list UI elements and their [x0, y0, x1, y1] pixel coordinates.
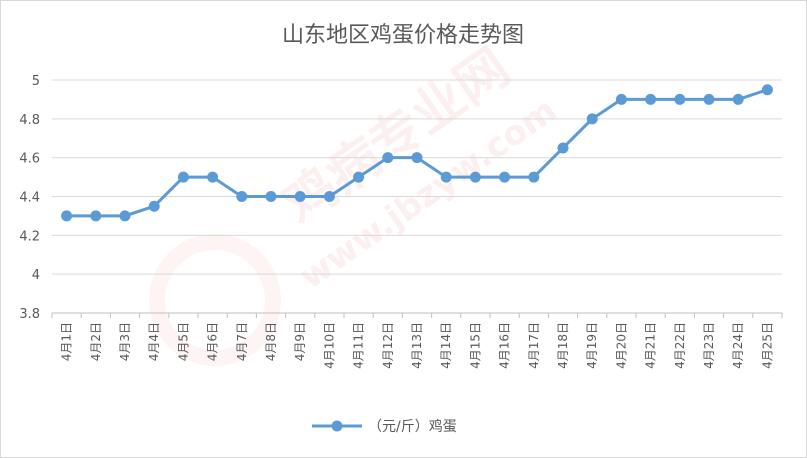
data-point	[499, 171, 511, 183]
x-tick-label: 4月18日	[556, 322, 570, 369]
data-point	[61, 210, 73, 222]
x-tick-label: 4月15日	[468, 322, 482, 369]
data-point	[586, 113, 598, 125]
data-point	[411, 152, 423, 164]
data-point	[148, 200, 160, 212]
data-point	[557, 142, 569, 154]
x-tick-label: 4月25日	[760, 322, 774, 369]
x-axis-ticks: 4月1日 4月2日 4月3日 4月4日 4月5日 4月6日 4月7日 4月8日 4月9日 4月10…	[60, 322, 775, 369]
y-tick-label: 5	[32, 74, 40, 89]
data-point	[119, 210, 131, 222]
data-point	[440, 171, 452, 183]
y-tick-label: 4.6	[19, 152, 40, 167]
x-tick-label: 4月4日	[147, 322, 161, 361]
data-point	[265, 191, 277, 202]
data-point	[703, 93, 715, 105]
x-tick-label: 4月24日	[731, 322, 745, 369]
x-tick-label: 4月11日	[352, 322, 366, 369]
data-point	[323, 191, 335, 202]
data-point	[732, 93, 744, 105]
x-tick-label: 4月20日	[614, 322, 628, 369]
data-point	[528, 171, 540, 183]
x-tick-label: 4月19日	[585, 322, 599, 369]
data-point	[761, 84, 773, 96]
x-tick-label: 4月2日	[89, 322, 103, 361]
x-tick-label: 4月17日	[527, 322, 541, 369]
x-tick-label: 4月12日	[381, 322, 395, 369]
y-axis-ticks: 3.8 4 4.2 4.4 4.6 4.8 5	[19, 74, 40, 322]
x-tick-label: 4月6日	[206, 322, 220, 361]
watermark: 鸡病专业网 www.jbzyw.com	[149, 37, 564, 366]
legend-marker-swatch	[331, 420, 343, 432]
data-point	[645, 93, 657, 105]
data-point	[382, 152, 394, 164]
y-tick-label: 4	[32, 268, 40, 283]
y-tick-label: 3.8	[19, 307, 40, 322]
data-point	[469, 171, 481, 183]
x-tick-label: 4月10日	[322, 322, 336, 369]
y-tick-label: 4.8	[19, 113, 40, 128]
data-point	[177, 171, 189, 183]
gridlines	[52, 79, 782, 275]
x-tick-label: 4月8日	[264, 322, 278, 361]
x-tick-label: 4月22日	[673, 322, 687, 369]
data-point	[90, 210, 102, 222]
x-tick-label: 4月7日	[235, 322, 249, 361]
data-point	[236, 191, 248, 202]
x-axis	[51, 312, 783, 318]
legend-label: （元/斤）鸡蛋	[368, 418, 457, 435]
data-point	[294, 191, 306, 202]
x-tick-label: 4月23日	[702, 322, 716, 369]
chart-title: 山东地区鸡蛋价格走势图	[282, 23, 524, 48]
x-tick-label: 4月21日	[644, 322, 658, 369]
data-point	[615, 93, 627, 105]
x-tick-label: 4月9日	[293, 322, 307, 361]
x-tick-label: 4月13日	[410, 322, 424, 369]
x-tick-label: 4月14日	[439, 322, 453, 369]
x-tick-label: 4月16日	[498, 322, 512, 369]
data-point	[353, 171, 365, 183]
legend: （元/斤）鸡蛋	[312, 418, 457, 435]
data-point	[207, 171, 219, 183]
y-tick-label: 4.4	[19, 191, 40, 206]
x-tick-label: 4月5日	[176, 322, 190, 361]
x-tick-label: 4月1日	[60, 322, 74, 361]
y-tick-label: 4.2	[19, 229, 40, 244]
series-egg-price	[61, 84, 773, 222]
x-tick-label: 4月3日	[118, 322, 132, 361]
data-point	[674, 93, 686, 105]
